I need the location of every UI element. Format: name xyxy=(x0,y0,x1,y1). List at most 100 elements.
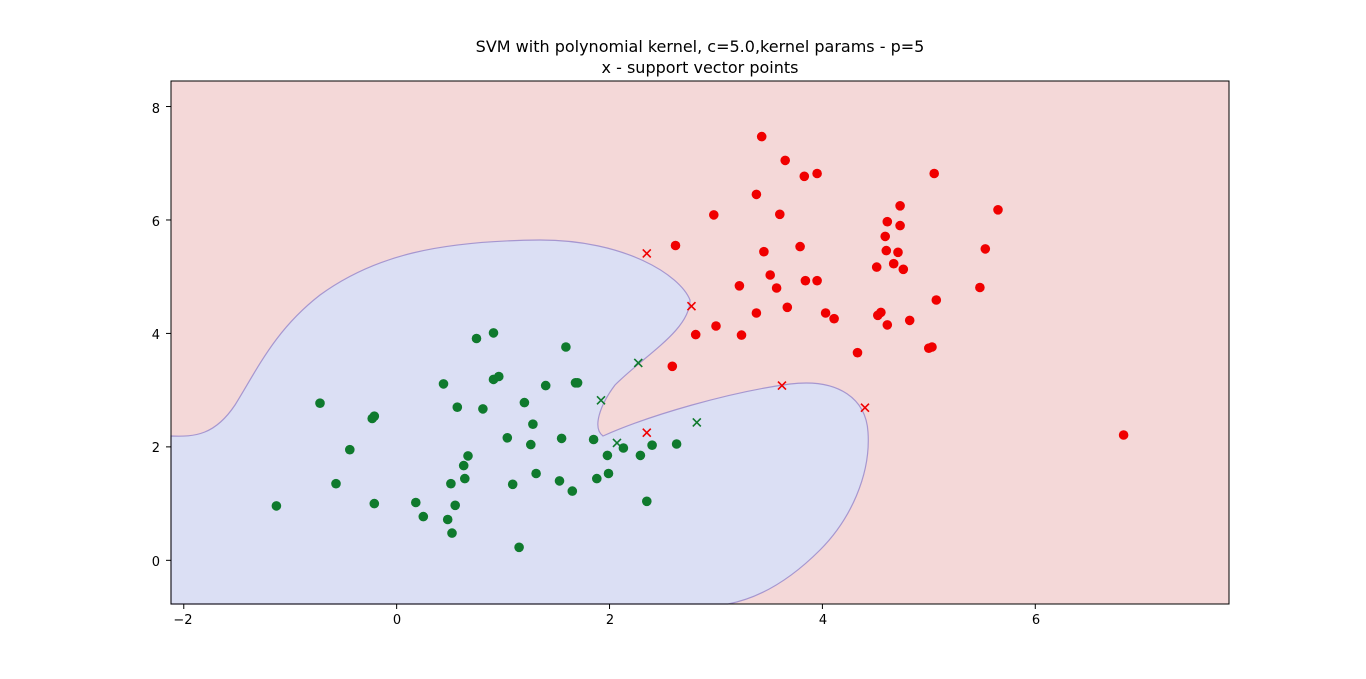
data-point xyxy=(880,231,890,242)
data-point xyxy=(507,479,518,490)
data-point xyxy=(554,476,565,486)
support-vector-marker xyxy=(777,381,787,391)
data-point xyxy=(904,315,915,326)
data-point xyxy=(670,240,681,251)
data-point xyxy=(881,245,892,256)
data-point xyxy=(671,439,682,449)
data-point xyxy=(667,361,678,372)
x-tick-label: 2 xyxy=(606,613,614,628)
support-vector-marker xyxy=(612,438,622,448)
data-point xyxy=(812,168,822,179)
data-point xyxy=(561,342,571,352)
data-point xyxy=(315,398,325,409)
chart-subtitle: x - support vector points xyxy=(602,58,799,77)
data-point xyxy=(478,404,488,414)
data-point xyxy=(775,209,785,220)
data-point xyxy=(799,171,810,182)
decision-region-negative xyxy=(170,239,869,605)
data-point xyxy=(642,496,652,507)
data-point xyxy=(812,275,822,286)
data-point xyxy=(618,443,629,453)
data-point xyxy=(882,216,893,227)
data-point xyxy=(927,342,937,352)
data-point xyxy=(931,295,942,305)
data-point xyxy=(829,313,839,324)
support-vector-marker xyxy=(642,428,652,438)
y-tick-label: 6 xyxy=(152,215,160,230)
x-tick-label: 0 xyxy=(393,613,401,628)
data-point xyxy=(471,333,482,344)
data-point xyxy=(736,330,747,340)
data-point xyxy=(782,302,793,313)
data-point xyxy=(450,500,461,511)
chart-title: SVM with polynomial kernel, c=5.0,kernel… xyxy=(476,37,925,56)
support-vector-marker xyxy=(596,395,606,405)
data-point xyxy=(993,205,1003,215)
data-point xyxy=(463,451,473,461)
x-axis-ticks xyxy=(183,604,1036,609)
data-point xyxy=(588,434,599,445)
data-point xyxy=(635,450,646,461)
data-point xyxy=(1118,430,1129,440)
data-point xyxy=(751,308,762,318)
plot-frame xyxy=(170,80,1230,605)
data-point xyxy=(929,168,939,179)
y-tick-label: 4 xyxy=(152,328,160,343)
support-vector-marker xyxy=(642,248,652,259)
data-point xyxy=(871,262,882,272)
data-point xyxy=(980,244,991,254)
data-point xyxy=(795,241,805,252)
data-point xyxy=(271,501,282,511)
plot-area xyxy=(170,81,1229,605)
y-tick-label: 2 xyxy=(152,441,160,456)
data-point xyxy=(442,514,453,525)
x-tick-label: −2 xyxy=(173,613,192,628)
data-point xyxy=(852,347,863,358)
data-point xyxy=(876,307,886,318)
data-point xyxy=(882,320,893,330)
data-point xyxy=(556,433,567,444)
y-tick-label: 8 xyxy=(152,102,160,117)
data-point xyxy=(488,328,499,338)
data-point xyxy=(502,433,513,443)
data-point xyxy=(369,411,380,422)
data-point xyxy=(531,468,541,479)
data-point xyxy=(895,201,905,211)
data-point xyxy=(345,444,355,455)
data-point xyxy=(572,378,583,388)
data-point xyxy=(447,528,457,538)
support-vector-marker xyxy=(686,301,697,311)
data-point xyxy=(438,379,449,389)
support-vector-marker xyxy=(633,358,643,368)
data-point xyxy=(458,460,469,471)
data-point xyxy=(759,246,769,257)
data-point xyxy=(526,439,536,450)
data-point xyxy=(602,450,613,461)
data-point xyxy=(765,270,775,280)
data-point xyxy=(494,371,504,382)
data-point xyxy=(567,486,578,496)
data-point xyxy=(647,440,657,451)
data-point xyxy=(690,329,701,340)
data-point xyxy=(418,511,429,522)
data-point xyxy=(771,283,782,293)
data-point xyxy=(898,264,909,275)
data-point xyxy=(514,542,524,553)
data-point xyxy=(519,397,530,408)
data-point xyxy=(756,131,767,142)
data-point xyxy=(893,247,903,258)
y-axis-ticks xyxy=(166,106,171,561)
data-point xyxy=(460,473,470,484)
data-point xyxy=(540,380,551,391)
data-point xyxy=(734,281,745,291)
data-point xyxy=(411,497,421,508)
data-point xyxy=(331,478,341,489)
data-point xyxy=(711,321,721,331)
data-point xyxy=(709,210,719,220)
data-point xyxy=(780,155,790,166)
data-point xyxy=(446,478,456,489)
chart-marks xyxy=(271,131,1129,553)
data-point xyxy=(528,419,538,430)
data-point xyxy=(592,473,602,484)
